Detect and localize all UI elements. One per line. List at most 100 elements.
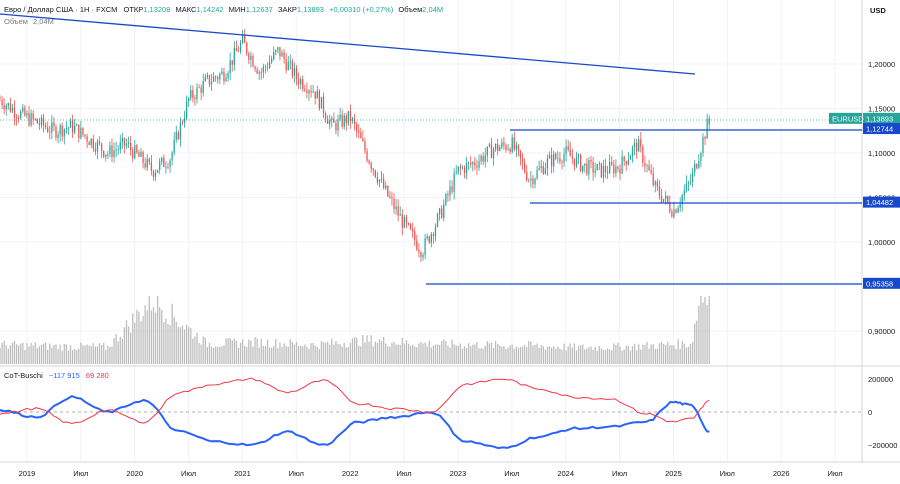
volume-bar <box>210 346 213 364</box>
volume-bar <box>631 346 634 364</box>
volume-bar <box>212 347 215 364</box>
volume-bar <box>32 345 34 364</box>
legend-volume-row[interactable]: Объем 2,04M <box>4 17 54 26</box>
candle-body <box>414 231 416 241</box>
candle-body <box>596 164 598 171</box>
volume-bar <box>540 345 542 364</box>
volume-bar <box>360 346 362 364</box>
volume-bar <box>694 323 696 364</box>
currency-label[interactable]: USD <box>870 6 886 15</box>
candle-body <box>273 51 275 60</box>
candle-body <box>594 170 596 173</box>
volume-bar <box>132 313 134 364</box>
time-tick-label: Июл <box>612 469 627 478</box>
volume-bar <box>248 339 250 364</box>
volume-bar <box>528 341 530 364</box>
candle-body <box>494 144 497 150</box>
volume-bar <box>24 350 26 364</box>
candle-body <box>233 47 235 65</box>
volume-bar <box>380 340 383 364</box>
volume-bar <box>300 345 302 364</box>
volume-bar <box>98 343 101 364</box>
volume-bar <box>333 344 335 364</box>
candle-body <box>436 214 439 227</box>
volume-bar <box>385 343 387 364</box>
candle-body <box>617 166 619 169</box>
cot-scale[interactable]: 200000 0 −200000 <box>868 375 897 450</box>
candle-body <box>459 166 462 169</box>
candle-body <box>567 146 569 150</box>
volume-bar <box>297 346 300 364</box>
volume-bar <box>223 345 225 364</box>
volume-bar <box>11 342 14 364</box>
symbol-badge-bg <box>829 112 862 124</box>
candle-body <box>291 60 294 76</box>
volume-bar <box>534 345 536 364</box>
volume-bar <box>652 344 654 364</box>
candle-body <box>20 111 22 119</box>
volume-bar <box>443 339 445 364</box>
volume-bar <box>563 343 565 364</box>
candle-body <box>49 131 51 133</box>
price-badge[interactable]: 0,95358 <box>863 277 900 289</box>
candle-body <box>656 181 659 187</box>
volume-bar <box>194 336 196 364</box>
volume-bar <box>561 349 563 364</box>
volume-bar <box>544 349 547 364</box>
time-axis[interactable]: 2019 Июл 2020 Июл 2021 Июл 2022 Июл 2023 Июл 2024 И… <box>19 469 843 478</box>
candle-body <box>702 137 704 154</box>
volume-bar <box>237 347 240 364</box>
volume-bar <box>241 339 244 364</box>
candle-body <box>517 145 520 151</box>
candle-body <box>198 87 200 89</box>
volume-bar <box>708 296 710 364</box>
price-badge[interactable]: 1,12744 <box>863 123 900 135</box>
volume-bar <box>188 327 190 364</box>
candle-body <box>360 132 362 139</box>
grid <box>0 0 862 462</box>
candle-body <box>237 51 240 52</box>
volume-bar <box>553 346 555 364</box>
volume-bar <box>409 345 412 364</box>
candle-body <box>163 157 165 167</box>
volume-bar <box>584 349 586 364</box>
volume-bar <box>395 344 397 364</box>
volume-bar <box>673 345 675 364</box>
candle-body <box>358 130 360 133</box>
legend-main-row[interactable]: Евро / Доллар США · 1Н · FXCM ОТКР1,1320… <box>4 5 443 14</box>
candle-body <box>662 198 665 202</box>
volume-bar <box>252 346 254 364</box>
candle-body <box>244 34 246 43</box>
volume-bar <box>370 335 372 364</box>
volume-bar <box>490 342 493 364</box>
candle-body <box>202 81 204 93</box>
volume-bar <box>165 318 167 364</box>
candle-body <box>262 66 265 73</box>
volume-bar <box>69 345 72 364</box>
price-badge[interactable]: 1,04482 <box>863 196 900 208</box>
volume-bar <box>658 343 661 364</box>
volume-bar <box>438 345 441 364</box>
candle-body <box>295 68 298 79</box>
volume-bar <box>451 339 453 364</box>
volume-bar <box>318 349 320 364</box>
volume-bar <box>327 342 329 364</box>
volume-bar <box>271 347 273 364</box>
candle-body <box>499 147 501 151</box>
legend-low-label: МИН <box>229 5 246 14</box>
candle-body <box>671 211 673 217</box>
candle-body <box>92 138 94 149</box>
candle-body <box>69 120 72 128</box>
candle-body <box>181 122 184 124</box>
cot-tick-label: 200000 <box>868 375 893 384</box>
candle-body <box>412 229 414 232</box>
time-tick-label: Июл <box>504 469 519 478</box>
volume-bar <box>111 346 113 364</box>
resistance-trendline[interactable] <box>0 13 696 75</box>
volume-bar <box>119 336 121 364</box>
volume-bar <box>86 344 88 364</box>
candle-body <box>159 161 161 170</box>
cot-legend[interactable]: CoT-Buschi −117 915 69 280 <box>4 371 109 380</box>
volume-bar <box>171 303 173 364</box>
